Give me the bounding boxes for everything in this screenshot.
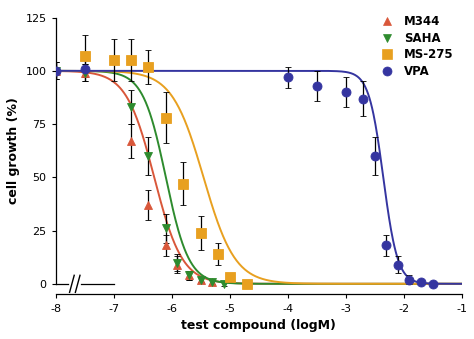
Legend: M344, SAHA, MS-275, VPA: M344, SAHA, MS-275, VPA: [373, 13, 456, 80]
X-axis label: test compound (logM): test compound (logM): [181, 319, 336, 332]
Y-axis label: cell growth (%): cell growth (%): [7, 97, 20, 204]
